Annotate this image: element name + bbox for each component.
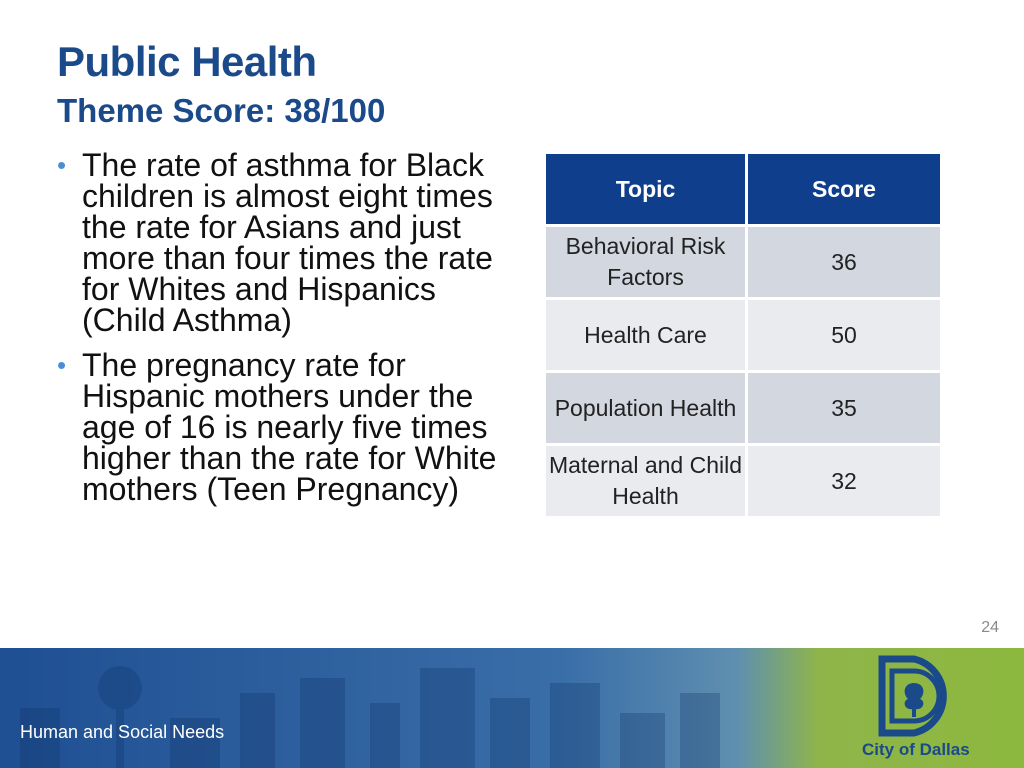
table-row: Health Care 50 [546, 300, 940, 370]
bullet-list: • The rate of asthma for Black children … [57, 147, 527, 519]
city-of-dallas-logo-text: City of Dallas [862, 740, 970, 759]
slide-title: Public Health [57, 38, 317, 85]
table-row: Maternal and Child Health 32 [546, 446, 940, 516]
bullet-item: • The pregnancy rate for Hispanic mother… [57, 347, 527, 507]
bullet-dot-icon: • [57, 150, 67, 180]
bullet-dot-icon: • [57, 350, 67, 380]
bullet-item: • The rate of asthma for Black children … [57, 147, 527, 338]
city-of-dallas-logo-icon [878, 655, 947, 737]
table-header-row: Topic Score [546, 154, 940, 224]
score-table: Topic Score Behavioral Risk Factors 36 H… [543, 151, 943, 519]
score-cell: 50 [748, 300, 940, 370]
theme-score-subtitle: Theme Score: 38/100 [57, 92, 386, 129]
table-row: Behavioral Risk Factors 36 [546, 227, 940, 297]
column-header-topic: Topic [546, 154, 745, 224]
bullet-text: The pregnancy rate for Hispanic mothers … [82, 347, 497, 507]
bullet-text: The rate of asthma for Black children is… [82, 147, 493, 338]
topic-cell: Population Health [546, 373, 745, 443]
footer-label: Human and Social Needs [20, 722, 225, 742]
topic-cell: Behavioral Risk Factors [546, 227, 745, 297]
column-header-score: Score [748, 154, 940, 224]
page-number: 24 [981, 619, 999, 636]
footer-band [0, 648, 1024, 768]
score-cell: 36 [748, 227, 940, 297]
table-row: Population Health 35 [546, 373, 940, 443]
topic-cell: Maternal and Child Health [546, 446, 745, 516]
topic-cell: Health Care [546, 300, 745, 370]
city-skyline-graphic [20, 666, 720, 768]
score-cell: 32 [748, 446, 940, 516]
score-cell: 35 [748, 373, 940, 443]
